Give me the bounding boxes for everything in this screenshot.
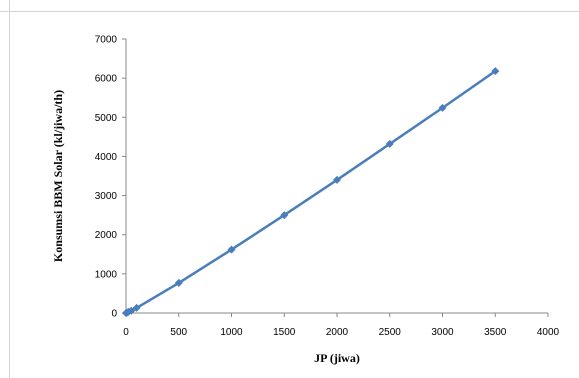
sheet-row-header-edge [0,0,10,378]
x-tick-group: 0 500 1000 1500 2000 2500 3000 3500 4000 [123,313,560,338]
y-tick-label: 7000 [95,35,118,46]
x-tick-label: 0 [123,327,129,338]
y-tick-label: 4000 [95,152,118,163]
sheet-column-header-edge [0,0,579,12]
y-tick-label: 1000 [95,269,118,280]
data-point-marker [127,306,136,315]
x-tick-label: 500 [170,327,187,338]
data-point-marker [438,103,447,112]
data-point-marker [132,303,141,312]
data-point-marker [385,139,394,148]
y-tick-group: 0 1000 2000 3000 4000 5000 6000 7000 [95,35,126,320]
y-tick-label: 6000 [95,74,118,85]
data-point-marker [280,211,289,220]
data-point-marker [491,67,500,76]
y-axis-title: Konsumsi BBM Solar (kl/jiwa/th) [51,90,65,262]
x-tick-label: 2500 [379,327,402,338]
data-point-marker [333,175,341,184]
x-tick-label: 1000 [220,327,243,338]
x-tick-label: 4000 [537,327,560,338]
data-point-marker [227,245,236,254]
marker-group [122,67,500,317]
x-tick-label: 1500 [273,327,296,338]
x-tick-label: 3000 [431,327,454,338]
x-tick-label: 2000 [326,327,349,338]
y-tick-label: 5000 [95,113,118,124]
data-point-marker [174,278,183,287]
x-axis-title: JP (jiwa) [314,351,360,365]
y-tick-label: 3000 [95,191,118,202]
y-tick-label: 2000 [95,230,118,241]
x-tick-label: 3500 [484,327,507,338]
y-tick-label: 0 [111,309,117,320]
